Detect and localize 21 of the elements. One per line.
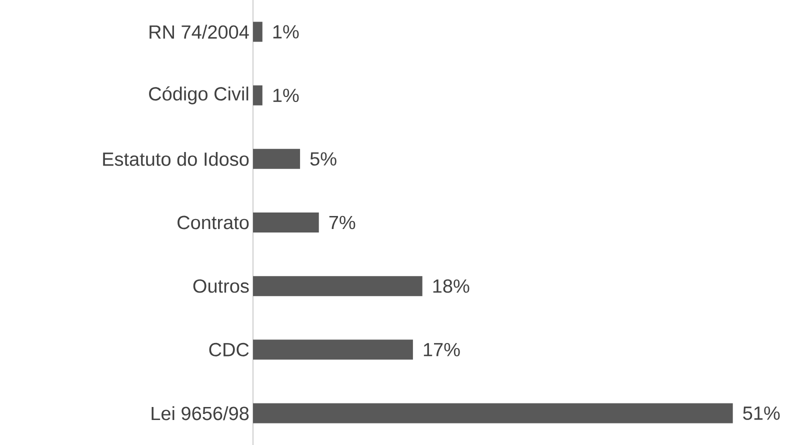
data-label: 51% bbox=[743, 406, 780, 420]
y-tick-label: RN 74/2004 bbox=[150, 24, 249, 39]
data-label: 1% bbox=[273, 88, 299, 102]
data-label: 7% bbox=[329, 216, 356, 230]
bar bbox=[253, 22, 262, 42]
y-tick-label: CDC bbox=[209, 342, 249, 356]
data-label: 5% bbox=[310, 152, 336, 166]
y-tick-label: Lei 9656/98 bbox=[152, 406, 249, 420]
y-tick-label: Código Civil bbox=[149, 86, 248, 104]
bar bbox=[253, 85, 262, 106]
data-label: 18% bbox=[433, 279, 470, 293]
y-tick-label: Estatuto do Idoso bbox=[103, 152, 249, 166]
bar bbox=[253, 276, 422, 296]
bar bbox=[253, 148, 300, 169]
y-tick-label: Contrato bbox=[178, 216, 249, 230]
bar bbox=[253, 340, 413, 360]
data-label: 1% bbox=[273, 25, 299, 38]
data-label: 17% bbox=[424, 343, 460, 356]
y-tick-label: Outros bbox=[193, 279, 249, 293]
bar bbox=[253, 403, 733, 424]
bar bbox=[253, 212, 319, 233]
